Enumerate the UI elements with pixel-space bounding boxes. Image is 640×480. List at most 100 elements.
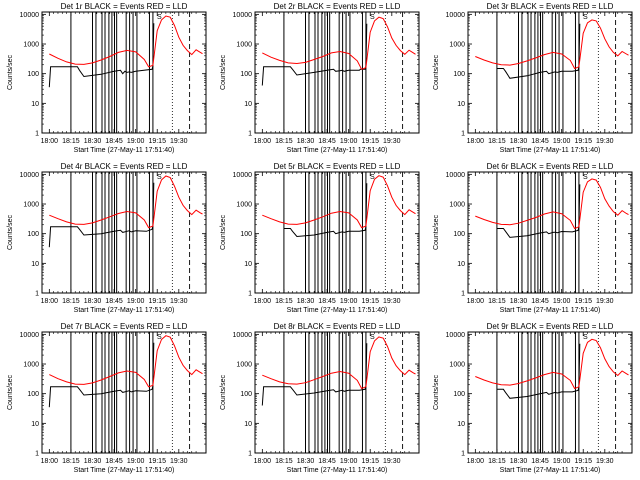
lld-series-line	[262, 16, 416, 70]
x-axis-label: Start Time (27-May-11 17:51:40)	[287, 467, 388, 474]
x-tick-label: 19:00	[340, 298, 358, 305]
plot-frame	[41, 11, 207, 134]
x-tick-label: 18:00	[41, 138, 59, 145]
lld-series-line	[475, 338, 629, 390]
y-tick-label: 100	[27, 391, 39, 398]
x-tick-label: 18:00	[254, 458, 272, 465]
x-tick-label: 19:15	[361, 298, 379, 305]
y-tick-label: 10	[244, 101, 252, 108]
x-tick-label: 18:45	[318, 138, 336, 145]
segment-mark-label: S	[157, 334, 162, 341]
x-tick-label: 18:45	[105, 458, 123, 465]
detector-panel-5: Det 5r BLACK = Events RED = LLD Counts/se…	[213, 160, 426, 320]
lld-series-line	[49, 175, 203, 229]
panel-title: Det 6r BLACK = Events RED = LLD	[487, 162, 614, 171]
y-tick-label: 10000	[446, 172, 466, 179]
segment-mark-label: S	[370, 334, 375, 341]
x-tick-label: 18:00	[467, 298, 485, 305]
panel-svg: Det 3r BLACK = Events RED = LLD Counts/se…	[433, 2, 633, 154]
detector-panel-6: Det 6r BLACK = Events RED = LLD Counts/se…	[426, 160, 639, 320]
plot-frame	[41, 171, 207, 294]
x-tick-label: 19:30	[596, 458, 614, 465]
panel-svg: Det 1r BLACK = Events RED = LLD Counts/se…	[7, 2, 207, 154]
y-tick-label: 100	[240, 71, 252, 78]
panel-svg: Det 6r BLACK = Events RED = LLD Counts/se…	[433, 162, 633, 314]
y-tick-label: 1	[461, 131, 465, 138]
y-tick-label: 1	[248, 291, 252, 298]
segment-mark-label: S	[370, 174, 375, 181]
segment-mark-label: S	[157, 14, 162, 21]
y-tick-label: 10000	[233, 12, 253, 19]
events-series-line	[496, 343, 581, 399]
lld-series-line	[49, 15, 203, 68]
x-tick-label: 18:45	[531, 138, 549, 145]
x-tick-label: 18:45	[531, 458, 549, 465]
y-axis-label: Counts/sec	[7, 214, 14, 250]
y-tick-label: 10000	[233, 332, 253, 339]
x-tick-label: 18:15	[275, 298, 293, 305]
y-tick-label: 10000	[20, 172, 40, 179]
y-tick-label: 10	[244, 421, 252, 428]
plot-frame	[467, 331, 633, 454]
y-tick-label: 1000	[236, 362, 252, 369]
segment-mark-label: S	[583, 334, 588, 341]
y-tick-label: 1	[35, 291, 39, 298]
panel-title: Det 1r BLACK = Events RED = LLD	[61, 2, 188, 11]
x-tick-label: 18:15	[62, 138, 80, 145]
y-tick-label: 1	[461, 291, 465, 298]
x-tick-label: 18:00	[467, 458, 485, 465]
detector-panel-3: Det 3r BLACK = Events RED = LLD Counts/se…	[426, 0, 639, 160]
x-tick-label: 19:00	[340, 138, 358, 145]
y-axis-label: Counts/sec	[220, 214, 227, 250]
detector-panel-7: Det 7r BLACK = Events RED = LLD Counts/se…	[0, 320, 213, 480]
x-tick-label: 18:15	[488, 138, 506, 145]
x-tick-label: 18:30	[297, 138, 315, 145]
events-series-line	[48, 182, 155, 248]
x-tick-label: 18:00	[254, 298, 272, 305]
y-tick-label: 1	[248, 131, 252, 138]
x-tick-label: 19:00	[553, 298, 571, 305]
y-tick-label: 10	[457, 261, 465, 268]
x-axis-label: Start Time (27-May-11 17:51:40)	[74, 467, 175, 474]
y-tick-label: 10	[31, 261, 39, 268]
x-tick-label: 18:45	[318, 298, 336, 305]
lld-series-line	[262, 175, 416, 229]
x-tick-label: 18:45	[531, 298, 549, 305]
x-tick-label: 18:00	[467, 138, 485, 145]
events-series-line	[496, 23, 581, 79]
y-tick-label: 1000	[449, 42, 465, 49]
y-tick-label: 1000	[449, 202, 465, 209]
x-tick-label: 18:30	[84, 298, 102, 305]
y-tick-label: 10	[244, 261, 252, 268]
x-tick-label: 19:30	[383, 458, 401, 465]
plot-frame	[254, 331, 420, 454]
x-tick-label: 18:00	[254, 138, 272, 145]
x-tick-label: 19:15	[574, 458, 592, 465]
x-tick-label: 18:15	[275, 138, 293, 145]
detector-panel-2: Det 2r BLACK = Events RED = LLD Counts/se…	[213, 0, 426, 160]
panel-svg: Det 5r BLACK = Events RED = LLD Counts/se…	[220, 162, 420, 314]
x-tick-label: 18:45	[318, 458, 336, 465]
segment-mark-label: S	[370, 14, 375, 21]
y-tick-label: 10000	[446, 332, 466, 339]
y-axis-label: Counts/sec	[7, 54, 14, 90]
lld-series-line	[262, 336, 416, 390]
events-series-line	[48, 342, 155, 408]
x-tick-label: 19:15	[361, 458, 379, 465]
panel-svg: Det 4r BLACK = Events RED = LLD Counts/se…	[7, 162, 207, 314]
y-tick-label: 1000	[236, 202, 252, 209]
panel-title: Det 2r BLACK = Events RED = LLD	[274, 2, 401, 11]
plot-frame	[254, 11, 420, 134]
panel-title: Det 3r BLACK = Events RED = LLD	[487, 2, 614, 11]
panel-title: Det 9r BLACK = Events RED = LLD	[487, 322, 614, 331]
y-tick-label: 1	[35, 131, 39, 138]
plot-frame	[467, 11, 633, 134]
y-tick-label: 10	[31, 421, 39, 428]
x-tick-label: 19:00	[127, 458, 145, 465]
y-tick-label: 10	[457, 101, 465, 108]
y-axis-label: Counts/sec	[433, 214, 440, 250]
x-tick-label: 18:15	[488, 458, 506, 465]
x-tick-label: 19:30	[170, 458, 188, 465]
x-axis-label: Start Time (27-May-11 17:51:40)	[500, 307, 601, 314]
x-tick-label: 19:15	[574, 298, 592, 305]
